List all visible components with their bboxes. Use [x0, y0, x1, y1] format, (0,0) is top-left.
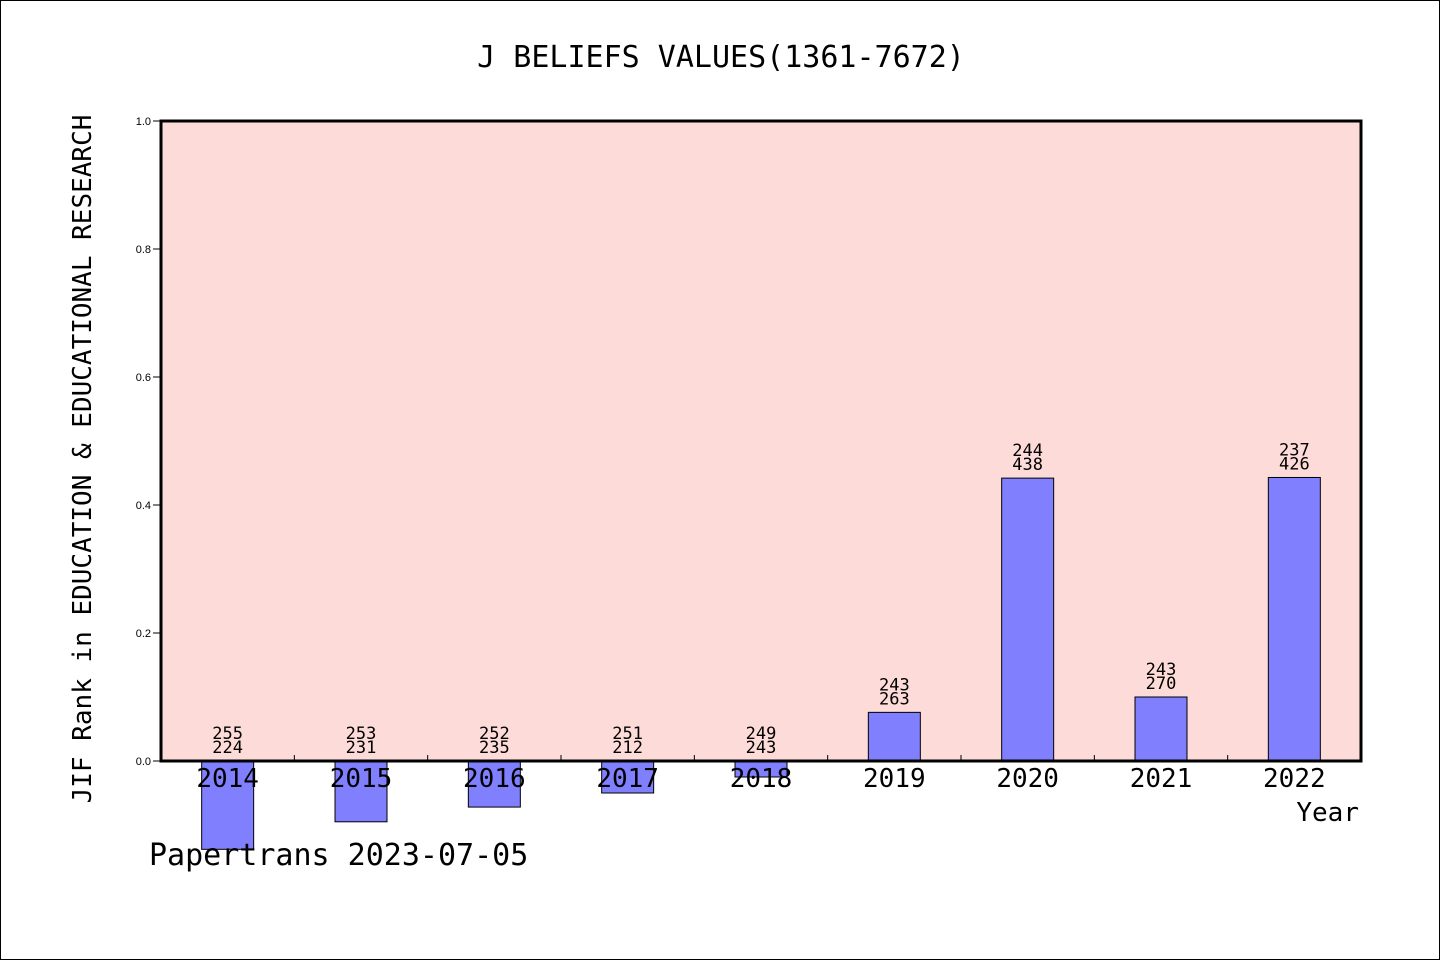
- x-tick-label: 2021: [1130, 764, 1193, 794]
- y-tick-label: 0.8: [136, 244, 151, 256]
- bar-2021: [1135, 697, 1187, 761]
- footer-credit: Papertrans 2023-07-05: [149, 838, 528, 873]
- y-tick-label: 0.6: [136, 372, 151, 384]
- x-tick-label: 2022: [1263, 764, 1326, 794]
- x-tick-label: 2020: [996, 764, 1059, 794]
- x-axis-label: Year: [1296, 798, 1359, 828]
- chart-title: J BELIEFS VALUES(1361-7672): [477, 40, 965, 75]
- x-tick-label: 2015: [330, 764, 393, 794]
- bar-2022: [1268, 477, 1320, 761]
- data-label-bottom: 224: [212, 738, 243, 758]
- y-tick-label: 0.0: [136, 756, 151, 768]
- y-tick-label: 1.0: [136, 116, 151, 128]
- data-label-bottom: 243: [746, 738, 777, 758]
- x-tick-label: 2018: [730, 764, 793, 794]
- data-label-bottom: 270: [1146, 674, 1177, 694]
- y-axis-label: JIF Rank in EDUCATION & EDUCATIONAL RESE…: [68, 115, 98, 804]
- x-tick-label: 2019: [863, 764, 926, 794]
- bar-2020: [1002, 478, 1054, 761]
- data-label-bottom: 263: [879, 689, 910, 709]
- data-label-bottom: 235: [479, 738, 510, 758]
- x-tick-label: 2014: [196, 764, 259, 794]
- plot-background: [161, 121, 1361, 761]
- x-tick-label: 2017: [596, 764, 659, 794]
- y-tick-label: 0.4: [136, 500, 151, 512]
- data-label-bottom: 438: [1012, 455, 1043, 475]
- y-tick-label: 0.2: [136, 628, 151, 640]
- bar-2019: [868, 712, 920, 761]
- data-label-bottom: 231: [346, 738, 377, 758]
- data-label-bottom: 212: [612, 738, 643, 758]
- x-tick-label: 2016: [463, 764, 526, 794]
- data-label-bottom: 426: [1279, 454, 1310, 474]
